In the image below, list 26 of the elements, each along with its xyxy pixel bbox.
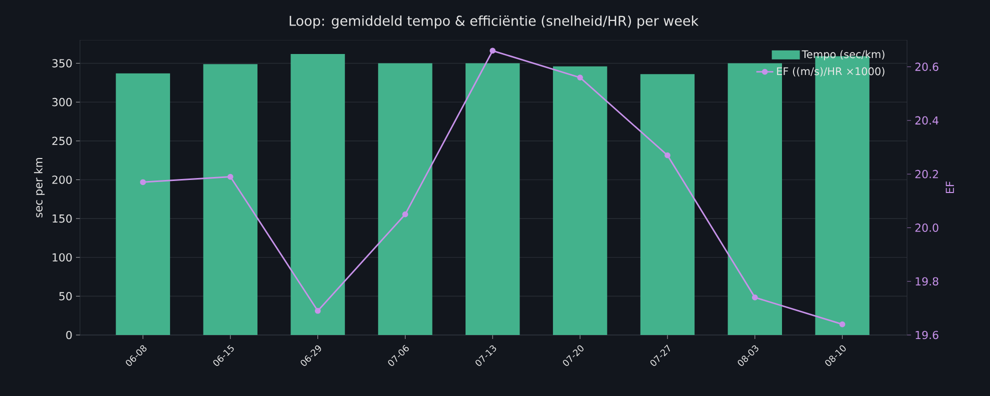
point <box>664 152 670 158</box>
point <box>490 48 496 54</box>
y-tick-label: 50 <box>59 292 72 300</box>
y2-tick-label: 20.4 <box>915 116 938 125</box>
point <box>140 179 146 186</box>
y2-tick-label: 19.8 <box>916 277 938 286</box>
y2-tick-label: 20.6 <box>915 62 938 71</box>
y2-tick-label: 20.0 <box>915 224 938 232</box>
y2-tick-label: 19.6 <box>916 330 938 340</box>
point <box>314 308 321 314</box>
y-tick-label: 350 <box>52 59 72 68</box>
chart-title: Loop: gemiddeld tempo & efficiëntie (snelheid/HR) per week <box>290 15 699 29</box>
point <box>752 294 758 300</box>
point <box>227 174 234 180</box>
point <box>839 321 846 328</box>
y-tick-label: 150 <box>52 214 72 223</box>
point <box>577 74 583 80</box>
point <box>402 211 408 218</box>
y2-tick-label: 20.2 <box>915 170 938 178</box>
y-axis-title: sec per km <box>34 158 45 218</box>
y-tick-label: 200 <box>52 176 72 184</box>
y-tick-label: 300 <box>52 98 72 106</box>
y-tick-label: 100 <box>52 253 72 262</box>
y-tick-label: 250 <box>52 136 72 146</box>
y-tick-label: 0 <box>66 330 72 340</box>
y2-axis-title: EF <box>946 181 954 194</box>
